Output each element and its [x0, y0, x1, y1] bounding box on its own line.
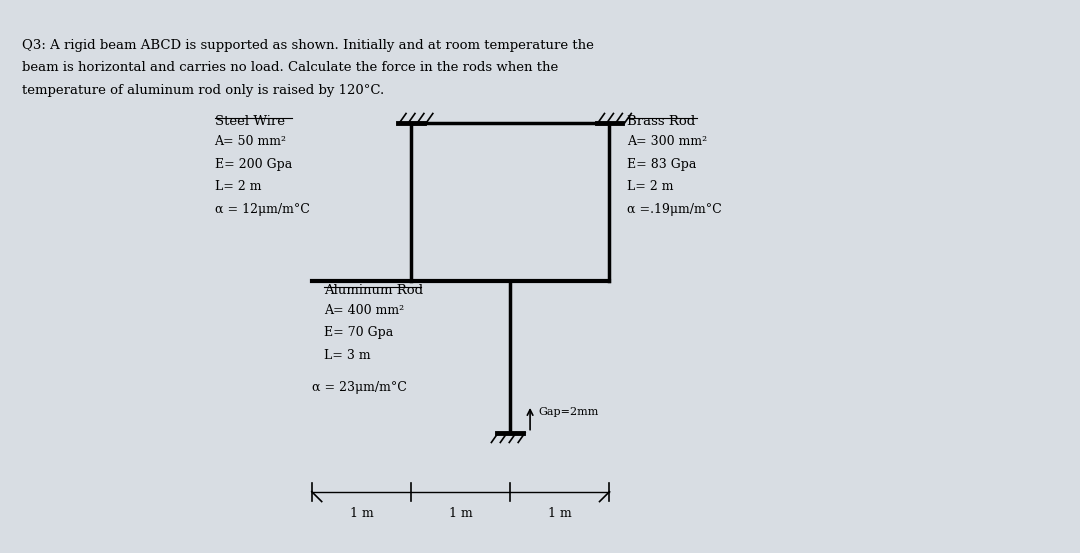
Text: α = 12μm/m°C: α = 12μm/m°C: [215, 203, 309, 216]
Text: E= 70 Gpa: E= 70 Gpa: [324, 326, 393, 339]
Text: L= 3 m: L= 3 m: [324, 349, 370, 362]
Text: temperature of aluminum rod only is raised by 120°C.: temperature of aluminum rod only is rais…: [22, 84, 384, 97]
Text: α = 23μm/m°C: α = 23μm/m°C: [312, 382, 407, 394]
Text: α =.19μm/m°C: α =.19μm/m°C: [627, 203, 723, 216]
Text: E= 200 Gpa: E= 200 Gpa: [215, 158, 292, 171]
Text: A= 50 mm²: A= 50 mm²: [215, 135, 286, 148]
Text: 1 m: 1 m: [350, 508, 374, 520]
Text: 1 m: 1 m: [548, 508, 571, 520]
Text: Aluminum Rod: Aluminum Rod: [324, 284, 422, 297]
Text: L= 2 m: L= 2 m: [627, 180, 674, 194]
Text: A= 300 mm²: A= 300 mm²: [627, 135, 707, 148]
Text: Q3: A rigid beam ABCD is supported as shown. Initially and at room temperature t: Q3: A rigid beam ABCD is supported as sh…: [22, 39, 594, 51]
Text: Brass Rod: Brass Rod: [627, 116, 696, 128]
Text: L= 2 m: L= 2 m: [215, 180, 261, 194]
Text: Steel Wire: Steel Wire: [215, 116, 284, 128]
Text: beam is horizontal and carries no load. Calculate the force in the rods when the: beam is horizontal and carries no load. …: [22, 61, 558, 74]
Text: 1 m: 1 m: [449, 508, 472, 520]
Text: Gap=2mm: Gap=2mm: [538, 407, 598, 417]
Text: A= 400 mm²: A= 400 mm²: [324, 304, 404, 316]
Text: E= 83 Gpa: E= 83 Gpa: [627, 158, 697, 171]
